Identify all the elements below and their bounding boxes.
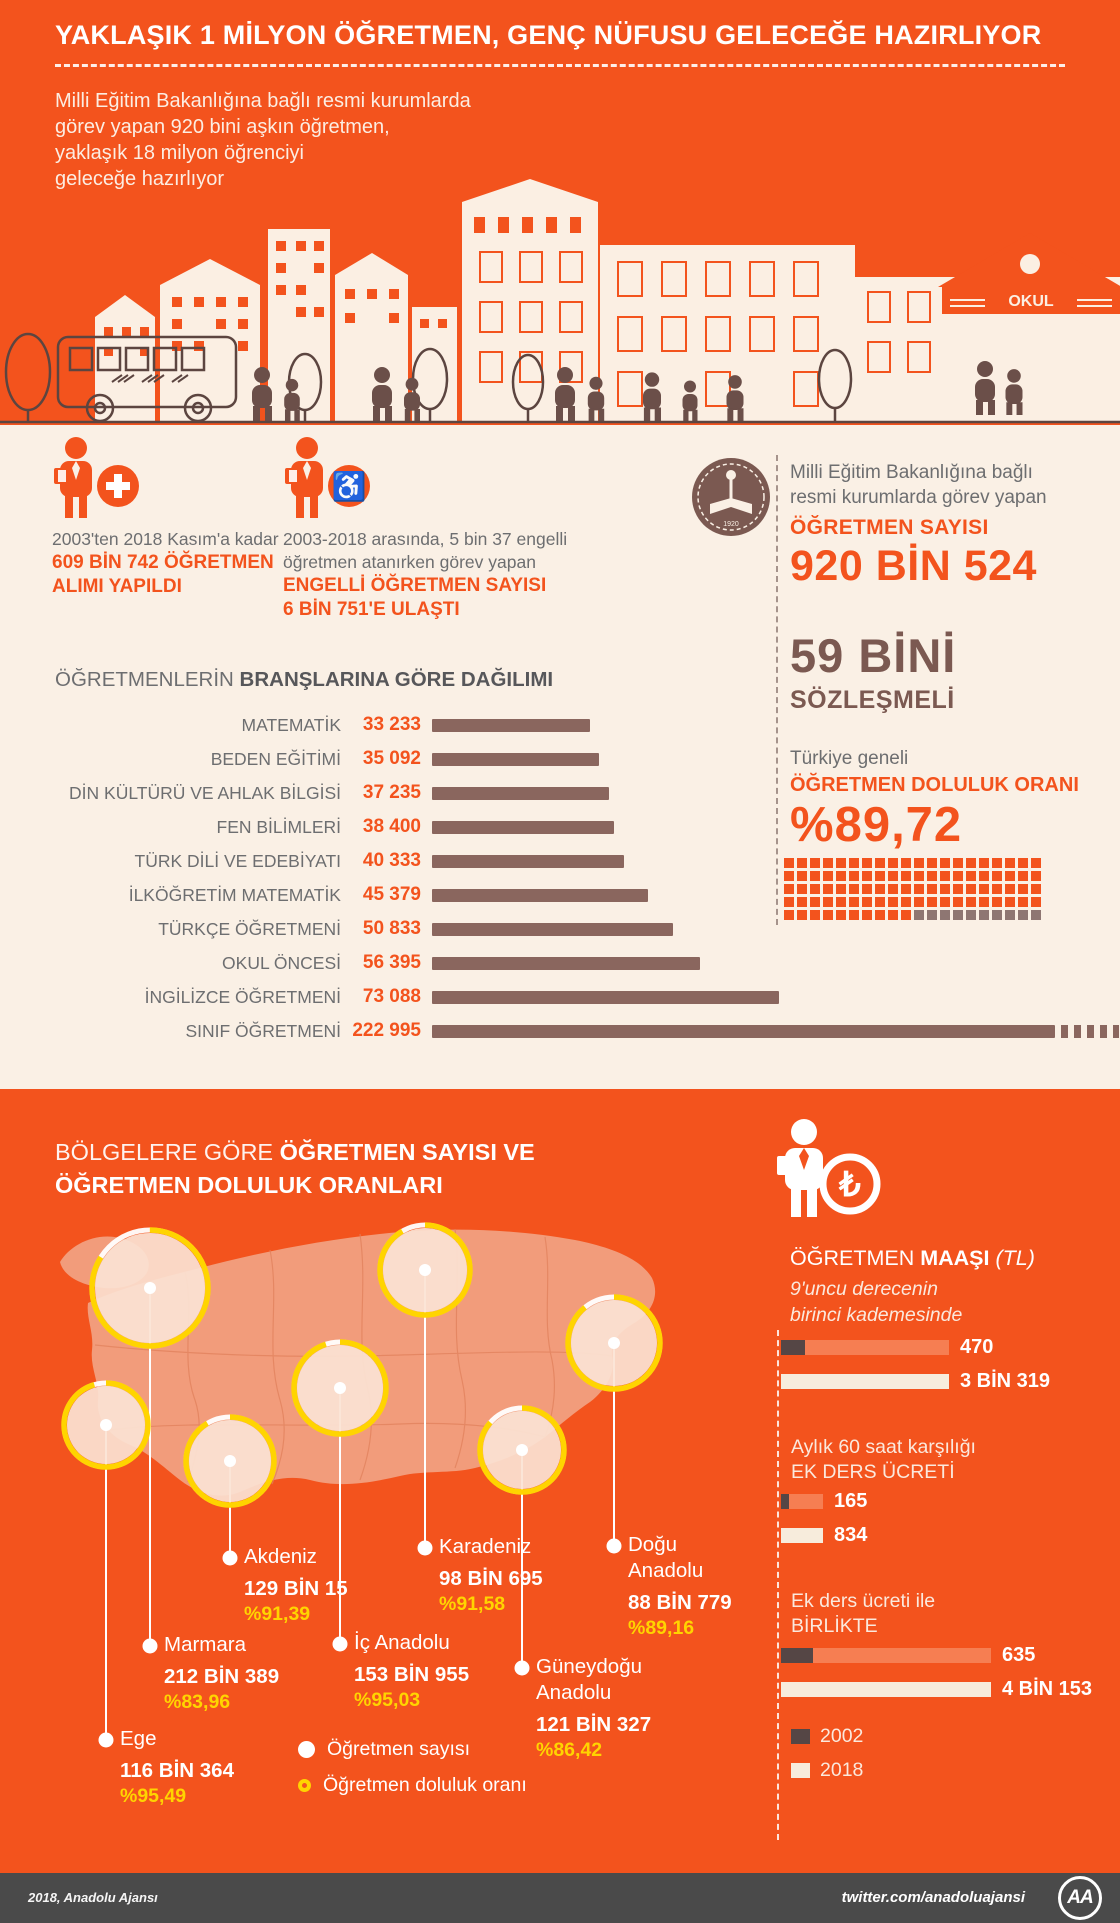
salary-bar-2002: 635	[781, 1644, 1120, 1666]
occupancy-waffle-chart	[784, 858, 1044, 923]
legend-teacher-count: Öğretmen sayısı	[327, 1738, 471, 1760]
stat-disabled: 2003-2018 arasında, 5 bin 37 engelli öğr…	[283, 528, 567, 622]
contracted-label: SÖZLEŞMELİ	[790, 686, 955, 714]
svg-text:₺: ₺	[838, 1166, 861, 1204]
stat-disabled-value: ENGELLİ ÖĞRETMEN SAYISI	[283, 575, 547, 596]
teacher-count-legend-icon	[298, 1741, 315, 1758]
total-caption1: Milli Eğitim Bakanlığına bağlı	[790, 462, 1033, 483]
meb-logo: 1920	[692, 458, 770, 536]
stat-occupancy: Türkiye geneli ÖĞRETMEN DOLULUK ORANI %8…	[790, 748, 1079, 853]
school-bus	[56, 335, 238, 423]
salary-bar-2018: 834	[781, 1524, 1120, 1546]
stat-contracted: 59 BİNİ SÖZLEŞMELİ	[790, 628, 956, 715]
footer: 2018, Anadolu Ajansı twitter.com/anadolu…	[0, 1873, 1120, 1923]
turkey-map	[60, 1222, 663, 1748]
title-divider	[55, 64, 1065, 67]
stat-total: Milli Eğitim Bakanlığına bağlı resmi kur…	[790, 460, 1047, 591]
occupancy-caption: Türkiye geneli	[790, 748, 909, 769]
stat-hired: 2003'ten 2018 Kasım'a kadar 609 BİN 742 …	[52, 528, 279, 599]
branch-row: İNGİLİZCE ÖĞRETMENİ 73 088	[55, 980, 1120, 1014]
occupancy-label: ÖĞRETMEN DOLULUK ORANI	[790, 774, 1079, 796]
region-section-title: BÖLGELERE GÖRE ÖĞRETMEN SAYISI VE ÖĞRETM…	[55, 1139, 535, 1198]
stat-disabled-caption: 2003-2018 arasında, 5 bin 37 engelli	[283, 529, 568, 549]
stat-disabled-value2: 6 BİN 751'E ULAŞTI	[283, 599, 460, 620]
intro-line: Milli Eğitim Bakanlığına bağlı resmi kur…	[55, 90, 471, 112]
city-school-illustration: OKUL	[0, 179, 1120, 424]
region-label: Doğu Anadolu 88 BİN 779 %89,16	[628, 1533, 732, 1639]
intro-line: görev yapan 920 bini aşkın öğretmen,	[55, 116, 390, 138]
region-label: Güneydoğu Anadolu 121 BİN 327 %86,42	[536, 1655, 652, 1761]
region-label: Marmara 212 BİN 389 %83,96	[164, 1633, 280, 1713]
vertical-dashed-divider	[776, 455, 778, 925]
region-label: Akdeniz 129 BİN 15 %91,39	[244, 1545, 348, 1625]
salary-dashed-divider	[777, 1330, 779, 1840]
school-building: OKUL	[922, 233, 1120, 422]
intro-text: Milli Eğitim Bakanlığına bağlı resmi kur…	[55, 88, 471, 192]
total-label: ÖĞRETMEN SAYISI	[790, 516, 989, 539]
stat-disabled-caption2: öğretmen atanırken görev yapan	[283, 552, 536, 572]
salary-bar-2018: 4 BİN 153	[781, 1678, 1120, 1700]
teacher-wheelchair-icon: ♿	[285, 437, 370, 518]
branch-row: BEDEN EĞİTİMİ 35 092	[55, 742, 1120, 776]
salary-bar-2002: 165	[781, 1490, 1120, 1512]
meb-logo-year: 1920	[723, 521, 739, 528]
branch-row: SINIF ÖĞRETMENİ 222 995	[55, 1014, 1120, 1048]
footer-source: 2018, Anadolu Ajansı	[28, 1890, 158, 1905]
salary-subtitle: 9'uncu derecenin birinci kademesinde	[790, 1278, 963, 1326]
school-sign-text: OKUL	[1008, 293, 1054, 310]
total-value: 920 BİN 524	[790, 542, 1037, 590]
map-legend: Öğretmen sayısı Öğretmen doluluk oranı	[298, 1738, 527, 1810]
stat-hired-value: 609 BİN 742 ÖĞRETMEN	[52, 552, 274, 573]
branch-bar-chart: ÖĞRETMENLERİN BRANŞLARINA GÖRE DAĞILIMI …	[55, 668, 1120, 1048]
branch-row: OKUL ÖNCESİ 56 395	[55, 946, 1120, 980]
region-label: Ege 116 BİN 364 %95,49	[120, 1727, 234, 1807]
aa-agency-logo: AA	[1058, 1876, 1102, 1920]
salary-bar-2002: 470	[781, 1336, 1120, 1358]
salary-bar-chart: 470 3 BİN 319 Aylık 60 saat karşılığı EK DE…	[781, 1336, 1120, 1793]
region-label: Karadeniz 98 BİN 695 %91,58	[439, 1535, 543, 1615]
svg-text:♿: ♿	[332, 470, 367, 503]
total-caption2: resmi kurumlarda görev yapan	[790, 487, 1047, 508]
salary-year-legend: 2002 2018	[791, 1725, 1120, 1782]
branch-row: DİN KÜLTÜRÜ VE AHLAK BİLGİSİ 37 235	[55, 776, 1120, 810]
intro-line: yaklaşık 18 milyon öğrenciyi	[55, 142, 304, 164]
teacher-plus-icon	[54, 437, 139, 518]
footer-twitter: twitter.com/anadoluajansi	[841, 1889, 1025, 1906]
branch-row: MATEMATİK 33 233	[55, 708, 1120, 742]
teacher-salary-icon: ₺	[777, 1119, 881, 1217]
stat-hired-value2: ALIMI YAPILDI	[52, 576, 182, 597]
occupancy-value: %89,72	[790, 798, 963, 852]
stat-hired-caption: 2003'ten 2018 Kasım'a kadar	[52, 529, 279, 549]
region-label: İç Anadolu 153 BİN 955 %95,03	[354, 1631, 470, 1711]
branch-chart-title: ÖĞRETMENLERİN BRANŞLARINA GÖRE DAĞILIMI	[55, 668, 554, 691]
branch-row: TÜRK DİLİ VE EDEBİYATI 40 333	[55, 844, 1120, 878]
salary-group-heading: Ek ders ücreti ile BİRLİKTE	[791, 1590, 936, 1637]
intro-line: geleceğe hazırlıyor	[55, 168, 224, 190]
contracted-value: 59 BİNİ	[790, 629, 957, 682]
legend-occupancy: Öğretmen doluluk oranı	[323, 1774, 527, 1796]
occupancy-ring-legend-icon	[298, 1779, 311, 1792]
branch-row: TÜRKÇE ÖĞRETMENİ 50 833	[55, 912, 1120, 946]
salary-title: ÖĞRETMEN MAAŞI (TL)	[790, 1246, 1035, 1270]
page-title: YAKLAŞIK 1 MİLYON ÖĞRETMEN, GENÇ NÜFUSU …	[55, 20, 1042, 50]
salary-bar-2018: 3 BİN 319	[781, 1370, 1120, 1392]
salary-group-heading: Aylık 60 saat karşılığı EK DERS ÜCRETİ	[791, 1436, 976, 1483]
branch-row: FEN BİLİMLERİ 38 400	[55, 810, 1120, 844]
branch-row: İLKÖĞRETİM MATEMATİK 45 379	[55, 878, 1120, 912]
